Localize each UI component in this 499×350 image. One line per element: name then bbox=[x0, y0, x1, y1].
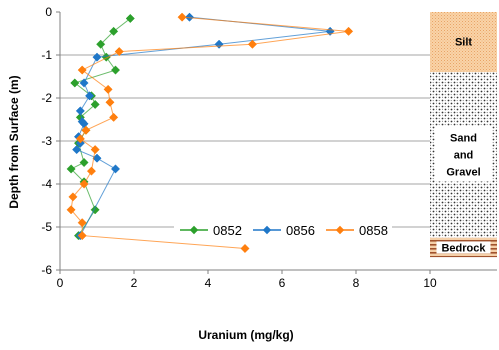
series-line-0858 bbox=[70, 16, 349, 249]
point-0856-11 bbox=[72, 145, 82, 155]
point-0852-1 bbox=[109, 26, 119, 36]
point-0858-16 bbox=[77, 231, 87, 241]
x-tick-label-3: 6 bbox=[279, 276, 286, 290]
legend-marker-0856 bbox=[262, 225, 272, 235]
y-tick-label-2: -2 bbox=[41, 91, 52, 105]
x-tick-label-0: 0 bbox=[57, 276, 64, 290]
strata-column: Silt Sand and Gravel Bedrock bbox=[430, 12, 497, 258]
stratum-label-gravel-2: Gravel bbox=[446, 166, 480, 178]
point-0858-13 bbox=[68, 192, 78, 202]
point-0858-4 bbox=[77, 65, 87, 75]
y-tick-label-3: -3 bbox=[41, 134, 52, 148]
series-line-0856 bbox=[75, 16, 331, 236]
point-0856-13 bbox=[110, 164, 121, 174]
legend: 0852 0856 0858 bbox=[174, 218, 392, 242]
tick-labels: 0 2 4 6 8 10 0 -1 -2 -3 -4 -5 -6 bbox=[41, 5, 437, 290]
x-axis-title: Uranium (mg/kg) bbox=[198, 328, 293, 342]
x-tick-label-4: 8 bbox=[353, 276, 360, 290]
point-0852-0 bbox=[125, 13, 135, 24]
legend-label-0856: 0856 bbox=[286, 223, 315, 238]
point-0858-17 bbox=[240, 243, 250, 254]
data-series bbox=[66, 12, 354, 254]
stratum-label-bg-bedrock bbox=[436, 241, 491, 254]
series-line-0852 bbox=[70, 18, 131, 236]
point-0858-3 bbox=[114, 47, 124, 57]
legend-marker-0852 bbox=[189, 225, 199, 235]
point-0858-2 bbox=[247, 39, 257, 49]
point-0858-5 bbox=[103, 84, 113, 94]
y-tick-label-6: -6 bbox=[41, 263, 52, 277]
x-tick-label-2: 4 bbox=[205, 276, 212, 290]
point-0856-2 bbox=[214, 39, 224, 49]
y-tick-label-5: -5 bbox=[41, 220, 52, 234]
point-0858-0 bbox=[177, 12, 187, 22]
axes bbox=[56, 11, 497, 274]
y-tick-label-1: -1 bbox=[41, 48, 52, 62]
point-0858-11 bbox=[86, 166, 97, 176]
point-0852-2 bbox=[96, 39, 106, 49]
point-0858-12 bbox=[79, 179, 89, 189]
stratum-label-bg-gravel bbox=[434, 126, 493, 182]
point-0858-8 bbox=[81, 125, 91, 135]
point-0858-9 bbox=[75, 134, 85, 144]
point-0858-6 bbox=[105, 97, 115, 107]
point-0858-1 bbox=[344, 26, 354, 36]
legend-marker-0858 bbox=[335, 225, 345, 235]
stratum-label-silt-0: Silt bbox=[455, 37, 472, 49]
point-0858-14 bbox=[66, 205, 76, 215]
stratum-label-gravel-1: and bbox=[454, 149, 474, 161]
stratum-silt bbox=[430, 12, 497, 73]
point-0852-11 bbox=[79, 157, 89, 168]
point-0858-10 bbox=[90, 145, 100, 155]
point-0852-3 bbox=[101, 52, 111, 62]
legend-background bbox=[174, 218, 392, 242]
x-tick-label-5: 10 bbox=[423, 276, 437, 290]
stratum-label-gravel-0: Sand bbox=[450, 132, 477, 144]
legend-label-0858: 0858 bbox=[359, 223, 388, 238]
point-0852-12 bbox=[66, 164, 76, 174]
point-0858-15 bbox=[77, 218, 87, 228]
y-axis-title: Depth from Surface (m) bbox=[7, 75, 21, 208]
series-0852 bbox=[66, 13, 135, 241]
point-0852-7 bbox=[90, 99, 100, 110]
legend-label-0852: 0852 bbox=[213, 223, 242, 238]
series-0858 bbox=[66, 12, 354, 254]
point-0852-4 bbox=[110, 65, 121, 75]
point-0856-4 bbox=[79, 78, 89, 88]
point-0858-7 bbox=[109, 112, 119, 122]
y-tick-label-0: 0 bbox=[45, 5, 52, 19]
point-0856-3 bbox=[92, 52, 102, 62]
stratum-label-bedrock-0: Bedrock bbox=[441, 242, 486, 254]
y-tick-label-4: -4 bbox=[41, 177, 52, 191]
point-0856-6 bbox=[75, 106, 85, 116]
x-tick-label-1: 2 bbox=[131, 276, 138, 290]
point-0852-5 bbox=[70, 78, 80, 88]
point-0856-5 bbox=[85, 91, 95, 101]
point-0856-0 bbox=[184, 12, 195, 22]
